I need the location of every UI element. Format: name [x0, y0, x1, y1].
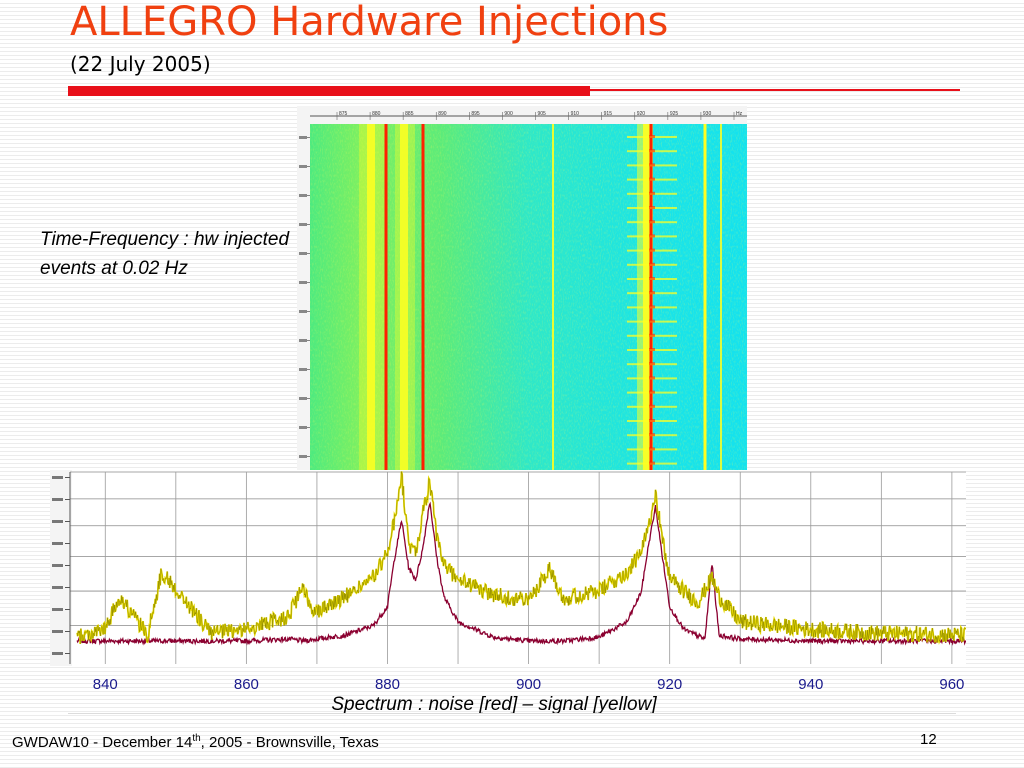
tf-frequency-line [703, 124, 707, 472]
tf-frequency-line [552, 124, 554, 472]
tf-injection-burst-core [649, 461, 655, 465]
tf-top-tick-label: 880 [372, 111, 381, 117]
tf-top-tick-label: 910 [571, 111, 580, 117]
footer-text-start: GWDAW10 - December 14 [12, 734, 193, 751]
tf-injection-burst-core [649, 390, 655, 394]
tf-injection-burst-core [649, 163, 655, 167]
tf-injection-burst-core [649, 376, 655, 380]
tf-top-tick-label: 930 [703, 111, 712, 117]
tf-top-tick-label: 925 [670, 111, 679, 117]
time-frequency-caption: Time-Frequency : hw injected events at 0… [40, 229, 290, 279]
tf-y-tick-label [299, 339, 307, 342]
tf-y-tick-label [299, 281, 307, 284]
footer-rule [68, 713, 956, 714]
title-underline-thin [590, 89, 960, 91]
tf-injection-burst-core [649, 447, 655, 451]
tf-y-tick-label [299, 368, 307, 371]
y-tick-label [52, 498, 63, 501]
tf-y-tick-label [299, 165, 307, 168]
tf-y-tick-label [299, 310, 307, 313]
tf-frequency-line [384, 124, 388, 472]
tf-injection-burst-core [649, 404, 655, 408]
spectrum-caption: Spectrum : noise [red] – signal [yellow] [331, 694, 657, 715]
y-tick-label [52, 652, 63, 655]
tf-injection-burst-core [649, 206, 655, 209]
tf-injection-burst-core [649, 277, 655, 280]
title-underline-accent [68, 86, 590, 96]
series-signal-line [76, 471, 966, 645]
tf-injection-burst-core [649, 149, 655, 153]
footer-superscript: th [192, 733, 201, 744]
time-frequency-plot: 875 880 885 890 895 900 905 910 915 920 925 930 Hz [297, 106, 747, 472]
footer-text-end: , 2005 - Brownsville, Texas [200, 734, 379, 751]
tf-top-tick-label: 900 [504, 111, 513, 117]
tf-injection-burst-core [649, 177, 655, 181]
y-tick-label [52, 476, 63, 479]
tf-y-tick-label [299, 455, 307, 458]
tf-injection-burst-core [649, 248, 655, 252]
tf-top-tick-label: 885 [405, 111, 414, 117]
tf-y-tick-label [299, 194, 307, 197]
series-signal-outline [76, 471, 966, 644]
tf-top-tick-label: 890 [438, 111, 447, 117]
spectrogram-noise-texture [310, 124, 747, 472]
tf-top-tick-label: 920 [637, 111, 646, 117]
tf-injection-burst-core [649, 305, 655, 309]
x-tick-label: 880 [374, 676, 400, 693]
x-tick-label: 860 [233, 676, 259, 693]
tf-frequency-line [367, 124, 375, 472]
tf-frequency-line [421, 124, 425, 472]
tf-frequency-line [720, 124, 722, 472]
tf-injection-burst-core [649, 191, 655, 195]
tf-injection-burst-core [649, 262, 655, 266]
tf-frequency-line [649, 124, 653, 472]
series-noise-line [76, 501, 966, 646]
spectrum-plot [50, 470, 966, 666]
tf-injection-burst-core [649, 291, 655, 295]
tf-y-tick-label [299, 252, 307, 255]
tf-injection-burst-core [649, 135, 655, 138]
y-tick-label [52, 564, 63, 567]
tf-y-tick-label [299, 397, 307, 400]
slide-subtitle: (22 July 2005) [70, 52, 211, 76]
page-number: 12 [920, 731, 937, 748]
tf-injection-burst-core [649, 220, 655, 224]
x-tick-label: 920 [657, 676, 683, 693]
x-tick-label: 960 [939, 676, 965, 693]
tf-top-tick-label: 875 [339, 111, 348, 117]
spectrum-chart [50, 470, 966, 666]
tf-injection-burst-core [649, 333, 655, 337]
tf-top-tick-label: Hz [736, 111, 743, 117]
y-tick-label [52, 520, 63, 523]
tf-top-tick-label: 915 [604, 111, 613, 117]
y-tick-label [52, 586, 63, 589]
spectrogram-image: 875 880 885 890 895 900 905 910 915 920 925 930 Hz [297, 106, 747, 472]
tf-injection-burst-core [649, 419, 655, 422]
footer-text: GWDAW10 - December 14th, 2005 - Brownsvi… [12, 733, 379, 751]
slide-title: ALLEGRO Hardware Injections [70, 0, 669, 45]
tf-y-tick-label [299, 426, 307, 429]
tf-frequency-line [400, 124, 408, 472]
tf-injection-burst-core [649, 348, 655, 351]
tf-injection-burst-core [649, 319, 655, 323]
tf-injection-burst-core [649, 362, 655, 366]
y-tick-label [52, 542, 63, 545]
tf-y-tick-label [299, 136, 307, 139]
tf-top-tick-label: 905 [538, 111, 547, 117]
x-tick-label: 940 [798, 676, 824, 693]
x-tick-label: 840 [92, 676, 118, 693]
tf-injection-burst-core [649, 433, 655, 437]
spectrum-x-axis: 840 860 880 900 920 940 960 [0, 676, 1024, 696]
y-tick-label [52, 630, 63, 633]
y-tick-label [52, 608, 63, 611]
tf-top-tick-label: 895 [471, 111, 480, 117]
tf-frequency-line [643, 124, 651, 472]
tf-y-tick-label [299, 223, 307, 226]
x-tick-label: 900 [516, 676, 542, 693]
tf-injection-burst-core [649, 234, 655, 238]
